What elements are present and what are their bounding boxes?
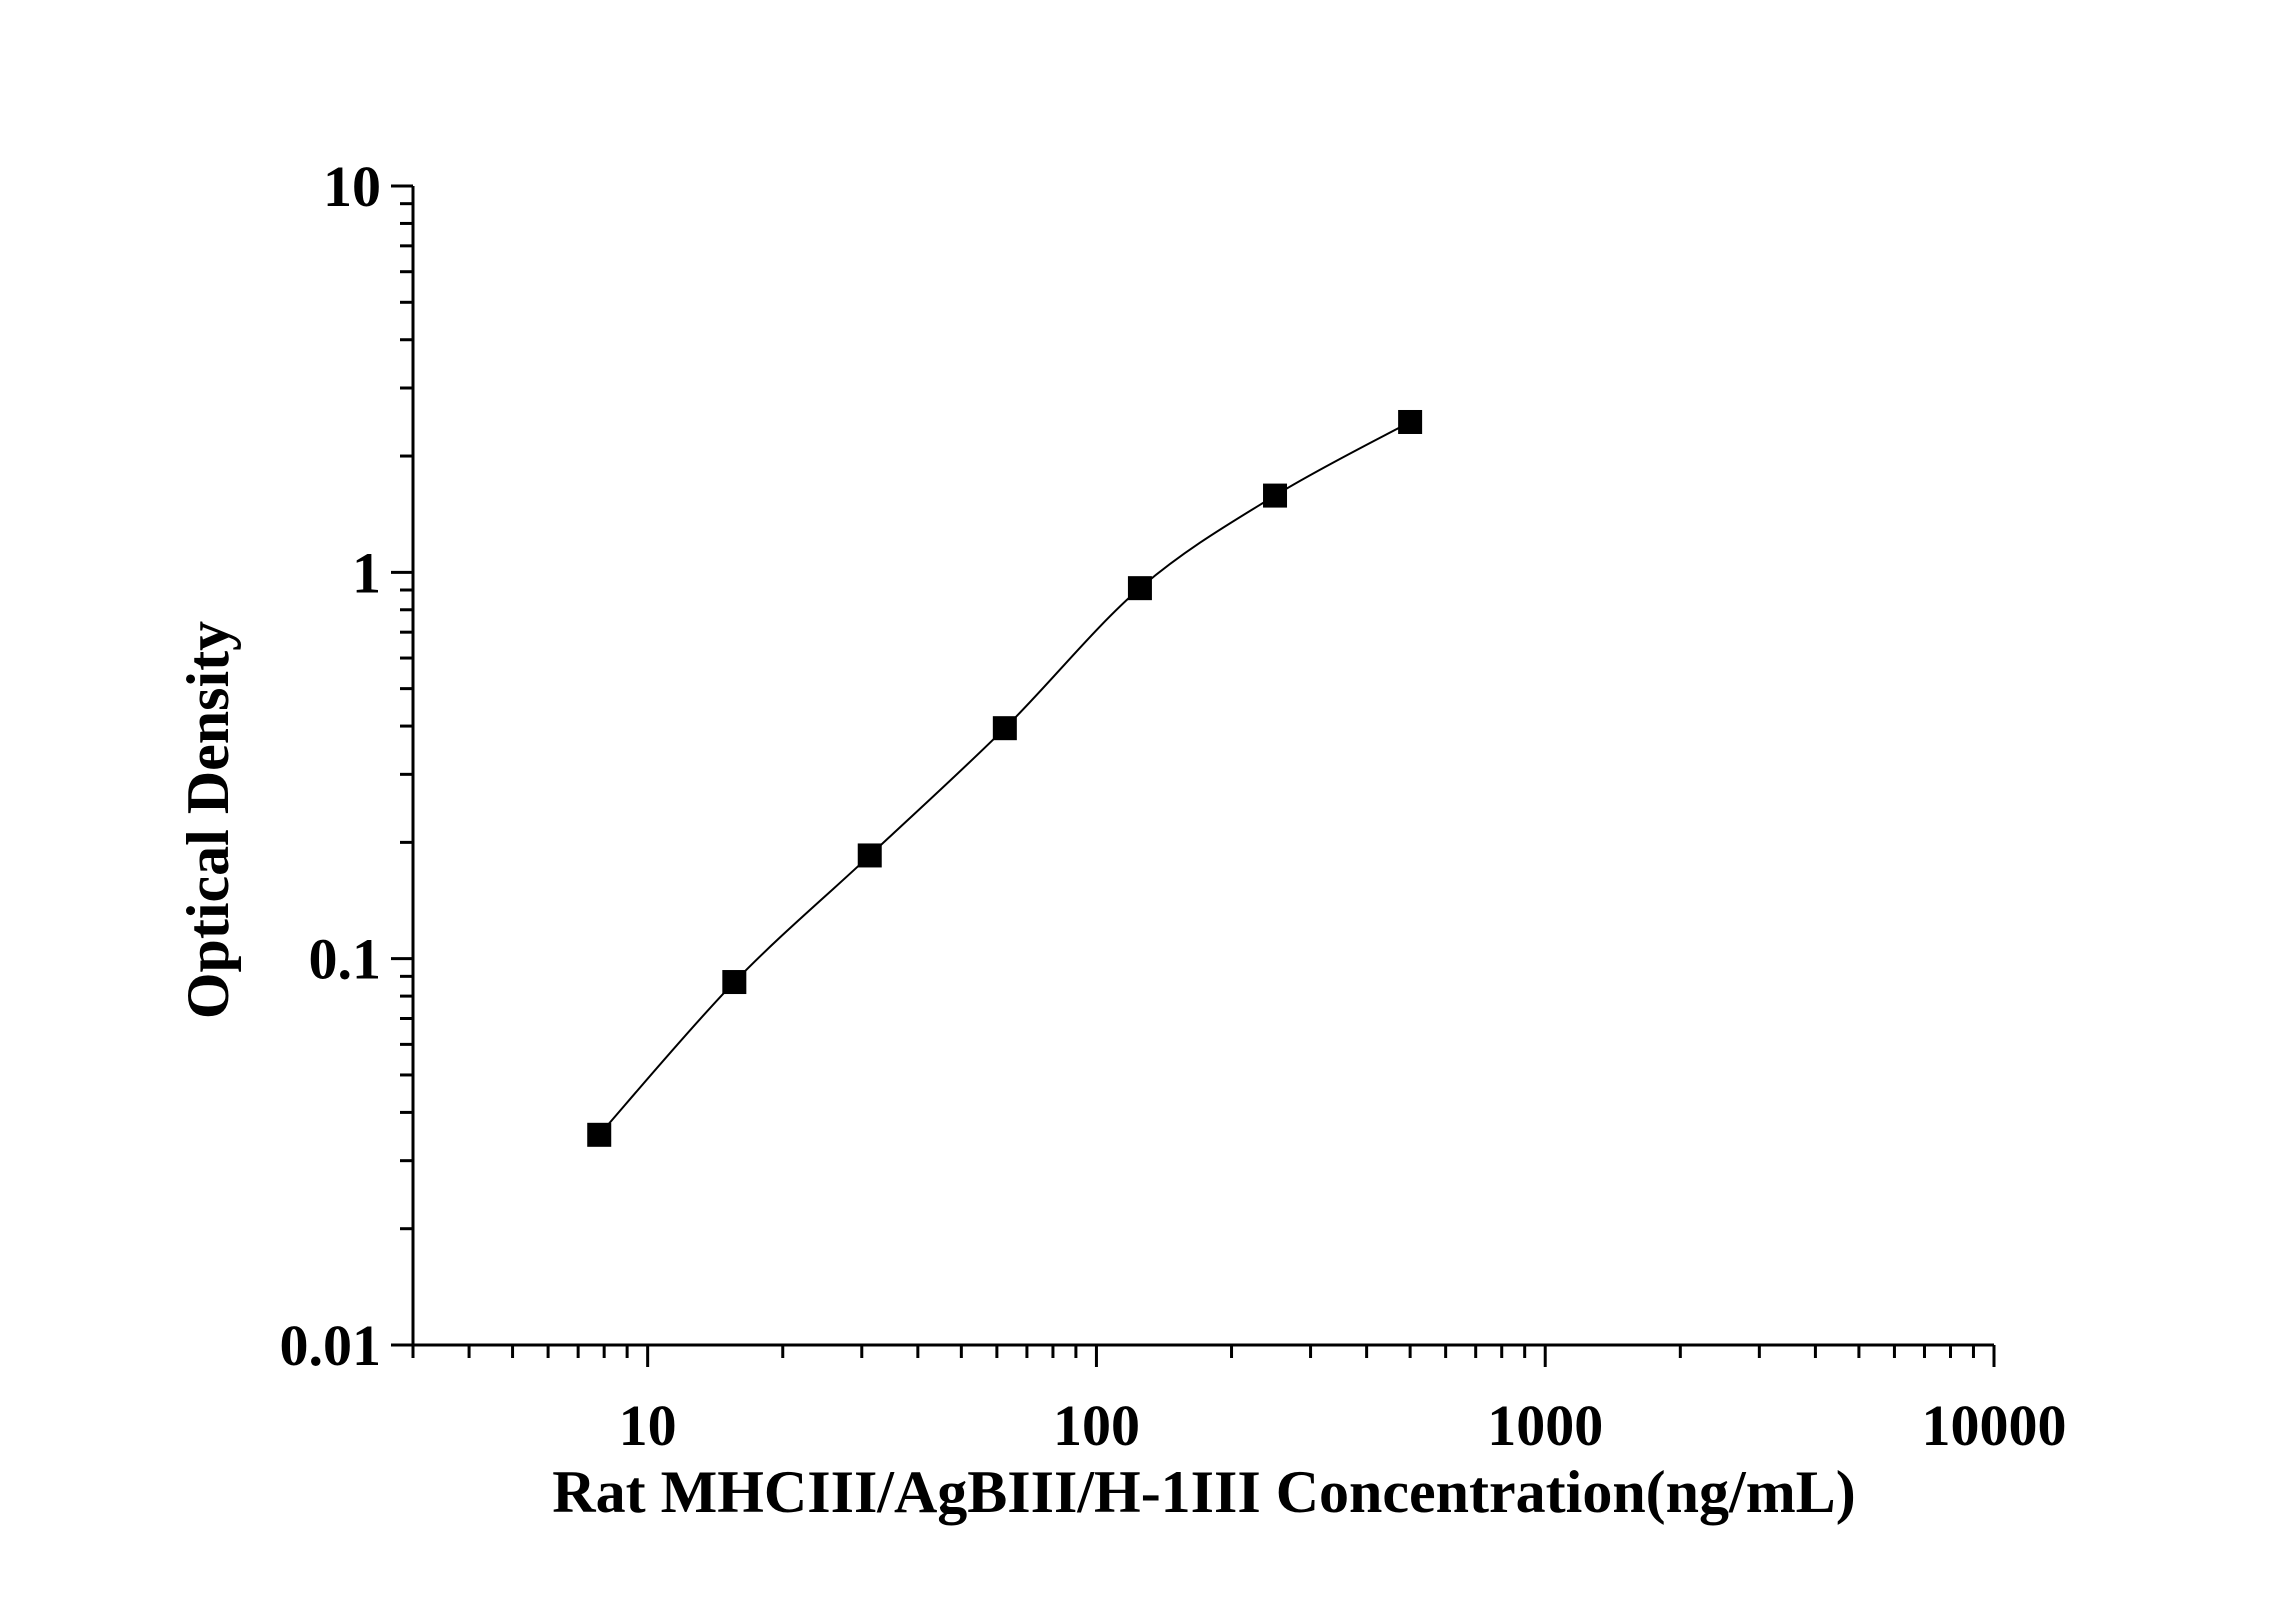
ticks: 10 100 1000 10000 0.01 0.1 1 10 xyxy=(280,154,2067,1458)
data-point-marker xyxy=(587,1122,612,1147)
data-markers xyxy=(587,409,1423,1147)
y-tick-label: 1 xyxy=(352,540,381,605)
data-point-marker xyxy=(857,843,882,868)
data-point-marker xyxy=(992,716,1017,741)
data-point-marker xyxy=(1263,483,1288,508)
axes xyxy=(411,186,1994,1347)
y-tick-label: 10 xyxy=(323,154,381,219)
x-axis-label: Rat MHCIII/AgBIII/H-1III Concentration(n… xyxy=(552,1459,1855,1525)
y-tick-label: 0.01 xyxy=(280,1313,382,1378)
y-tick-label: 0.1 xyxy=(309,927,382,992)
x-tick-label: 1000 xyxy=(1487,1393,1603,1458)
data-point-marker xyxy=(1127,576,1152,601)
y-axis-label: Optical Density xyxy=(175,621,241,1019)
x-tick-label: 100 xyxy=(1053,1393,1140,1458)
x-tick-label: 10000 xyxy=(1922,1393,2067,1458)
data-point-marker xyxy=(722,970,747,995)
data-point-marker xyxy=(1398,409,1423,434)
x-tick-label: 10 xyxy=(619,1393,677,1458)
